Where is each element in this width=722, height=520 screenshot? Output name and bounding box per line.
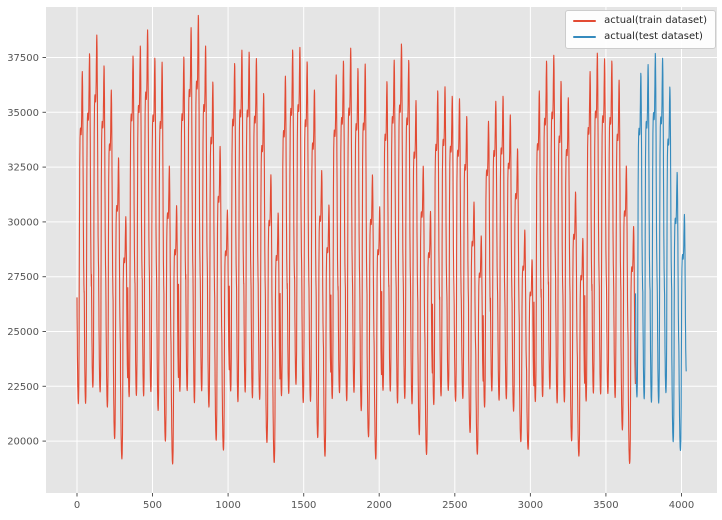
x-tick-label: 500	[143, 500, 162, 511]
legend-item-train: actual(train dataset)	[573, 15, 707, 28]
y-tick-label: 32500	[7, 163, 39, 174]
y-tick-label: 30000	[7, 217, 39, 228]
legend-label-train: actual(train dataset)	[604, 15, 707, 26]
tick-marks	[42, 57, 682, 497]
y-tick-label: 25000	[7, 327, 39, 338]
y-tick-label: 20000	[7, 437, 39, 448]
x-tick-label: 1500	[291, 500, 316, 511]
y-tick-label: 37500	[7, 53, 39, 64]
x-tick-label: 1000	[215, 500, 240, 511]
y-tick-label: 22500	[7, 382, 39, 393]
gridlines	[46, 7, 717, 493]
x-tick-label: 2000	[366, 500, 391, 511]
test-series-line	[634, 52, 687, 452]
test-line-swatch	[573, 35, 597, 38]
train-series-line	[76, 14, 636, 465]
x-tick-label: 3500	[593, 500, 618, 511]
legend: actual(train dataset) actual(test datase…	[565, 10, 716, 49]
tick-labels: 0 500 1000 1500 2000 2500 3000 3500 4000 20000 225…	[7, 53, 694, 511]
x-tick-label: 0	[74, 500, 80, 511]
x-tick-label: 4000	[669, 500, 694, 511]
legend-item-test: actual(test dataset)	[573, 31, 707, 44]
x-tick-label: 2500	[442, 500, 467, 511]
y-tick-label: 27500	[7, 272, 39, 283]
train-line-swatch	[573, 20, 597, 23]
legend-label-test: actual(test dataset)	[604, 30, 703, 42]
x-tick-label: 3000	[518, 500, 543, 511]
y-tick-label: 35000	[7, 108, 39, 119]
